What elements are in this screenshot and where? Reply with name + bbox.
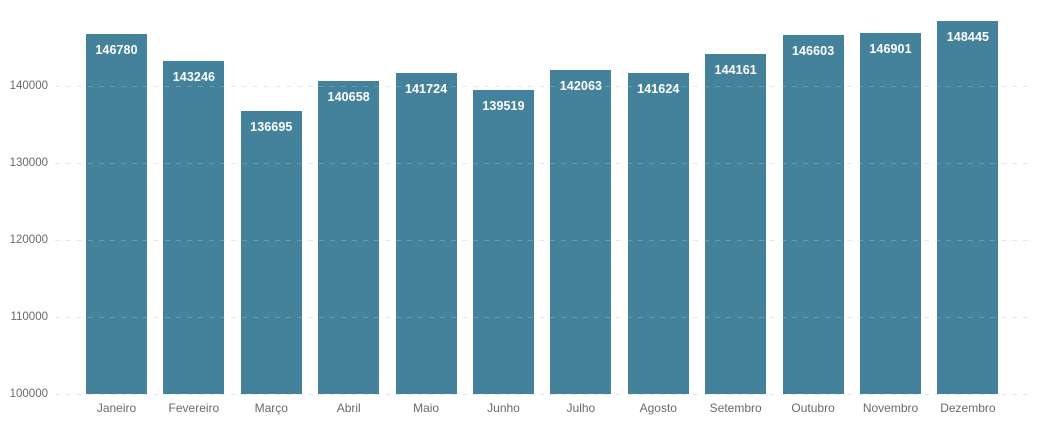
bar-julho[interactable]: 142063: [550, 70, 612, 394]
bar-novembro[interactable]: 146901: [860, 32, 921, 394]
bar-abril[interactable]: 140658: [318, 80, 380, 394]
bar-value-label: 143246: [172, 70, 216, 84]
bar-dezembro[interactable]: 148445: [937, 20, 999, 394]
bar-value-label: 136695: [250, 120, 293, 135]
x-axis-label-janeiro: Janeiro: [96, 401, 137, 415]
x-axis-label-junho: Junho: [487, 401, 520, 415]
y-axis-tick-label: 130000: [9, 157, 48, 169]
x-axis-label-novembro: Novembro: [862, 401, 919, 415]
bar-agosto[interactable]: 141624: [627, 73, 689, 394]
bar-maio[interactable]: 141724: [395, 72, 457, 394]
y-axis-tick-label: 140000: [9, 80, 48, 92]
bar-value-label: 142063: [559, 79, 603, 94]
bar-março[interactable]: 136695: [240, 111, 302, 394]
x-axis-label-fevereiro: Fevereiro: [168, 401, 220, 415]
x-axis-label-dezembro: Dezembro: [940, 401, 996, 415]
y-axis-tick-label: 120000: [9, 234, 48, 246]
bar-value-label: 146603: [791, 44, 835, 59]
bar-value-label: 141724: [404, 81, 448, 96]
x-axis-label-setembro: Setembro: [709, 401, 762, 415]
bar-value-label: 140658: [327, 89, 370, 104]
bar-fevereiro[interactable]: 143246: [163, 61, 225, 394]
bar-value-label: 141624: [637, 82, 680, 97]
bar-outubro[interactable]: 146603: [782, 35, 844, 394]
x-axis-label-agosto: Agosto: [639, 401, 677, 415]
bar-value-label: 139519: [482, 98, 525, 113]
bar-value-label: 144161: [714, 62, 757, 77]
y-axis-tick-label: 100000: [9, 388, 48, 400]
bar-janeiro[interactable]: 146780: [86, 33, 147, 394]
x-axis-label-março: Março: [254, 401, 288, 415]
y-axis-tick-label: 110000: [10, 311, 48, 323]
bar-setembro[interactable]: 144161: [705, 53, 767, 394]
bar-junho[interactable]: 139519: [473, 89, 534, 394]
bar-value-label: 146901: [869, 41, 912, 56]
bar-value-label: 148445: [946, 29, 990, 44]
x-axis-label-outubro: Outubro: [791, 401, 835, 415]
x-axis-label-abril: Abril: [336, 401, 361, 415]
x-axis-label-maio: Maio: [413, 401, 440, 415]
bar-value-label: 146780: [95, 42, 138, 57]
x-axis-label-julho: Julho: [566, 401, 596, 415]
